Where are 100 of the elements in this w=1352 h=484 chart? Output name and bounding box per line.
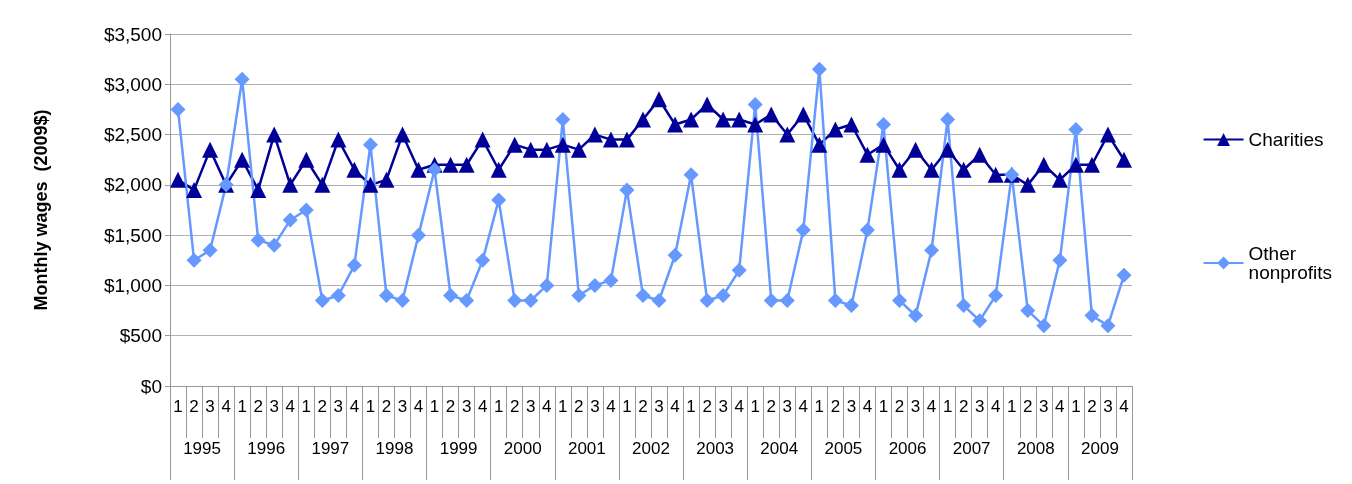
point	[634, 111, 651, 128]
point	[491, 192, 507, 208]
point	[442, 156, 459, 173]
y-tick-label: $3,500	[103, 23, 162, 45]
y-tick-label: $2,000	[103, 174, 162, 196]
point	[779, 126, 796, 143]
text: 2006	[888, 439, 927, 458]
point	[282, 212, 298, 228]
point	[651, 293, 667, 309]
point	[554, 136, 571, 153]
point	[474, 131, 491, 148]
x-tick-label: 2	[509, 397, 520, 416]
point	[490, 161, 507, 178]
x-tick-label: 4	[862, 397, 873, 416]
point	[843, 298, 859, 314]
x-tick-label: 4	[606, 397, 616, 416]
point	[731, 111, 748, 128]
point	[522, 141, 539, 158]
x-tick-label: 3	[205, 397, 215, 416]
point	[956, 298, 972, 314]
point	[170, 171, 187, 188]
x-tick-label: 4	[734, 397, 744, 416]
point	[811, 61, 827, 77]
point	[570, 141, 587, 158]
x-tick-label: 1	[365, 397, 376, 416]
x-tick-label: 4	[285, 397, 295, 416]
x-tick-label: 3	[333, 397, 344, 416]
point	[971, 146, 988, 163]
point	[699, 293, 715, 309]
point	[410, 161, 427, 178]
x-tick-label: 2	[1023, 397, 1033, 416]
x-tick-label: 2	[253, 397, 263, 416]
point	[186, 252, 202, 268]
point	[715, 287, 731, 303]
point	[1068, 122, 1084, 138]
point	[394, 126, 411, 143]
point	[346, 161, 363, 178]
y-tick-label: $0	[140, 375, 162, 397]
point	[1100, 318, 1116, 334]
x-tick-label: 2	[1087, 397, 1097, 416]
x-tick-label: 3	[718, 397, 728, 416]
x-tick-label: 4	[542, 397, 552, 416]
x-tick-label: 1	[942, 397, 953, 416]
point	[234, 151, 251, 168]
point	[394, 293, 410, 309]
point	[763, 293, 779, 309]
y-tick-label: $500	[119, 325, 162, 347]
point	[811, 136, 828, 153]
x-tick-label: 1	[686, 397, 696, 416]
point	[1067, 156, 1084, 173]
text: 1995	[183, 439, 221, 458]
point	[314, 176, 331, 193]
point	[170, 101, 186, 117]
point	[618, 131, 635, 148]
text: 2001	[567, 439, 606, 458]
text: 1996	[247, 439, 286, 458]
point	[266, 237, 282, 253]
point	[411, 227, 427, 243]
x-tick-label: 4	[926, 397, 937, 416]
point	[859, 146, 876, 163]
point	[330, 287, 346, 303]
point	[1036, 318, 1052, 334]
point	[459, 293, 475, 309]
x-tick-label: 1	[301, 397, 312, 416]
point	[475, 252, 491, 268]
point	[250, 232, 266, 248]
point	[747, 116, 764, 133]
point	[603, 272, 619, 288]
point	[586, 126, 603, 143]
point	[908, 308, 924, 324]
point	[1115, 151, 1132, 168]
point	[458, 156, 475, 173]
point	[587, 277, 603, 293]
x-tick-label: 3	[654, 397, 664, 416]
point	[506, 136, 523, 153]
point	[571, 287, 587, 303]
x-tick-label: 2	[894, 397, 905, 416]
point	[795, 222, 811, 238]
legend-label: Other nonprofits	[1248, 243, 1333, 283]
point	[619, 182, 635, 198]
x-tick-label: 4	[413, 397, 424, 416]
point	[538, 141, 555, 158]
x-tick-label: 1	[622, 397, 632, 416]
point	[924, 242, 940, 258]
x-tick-label: 2	[958, 397, 969, 416]
point	[234, 71, 250, 87]
x-tick-label: 3	[974, 397, 985, 416]
x-tick-label: 2	[830, 397, 841, 416]
point	[875, 117, 891, 133]
point	[298, 202, 314, 218]
x-tick-label: 3	[397, 397, 408, 416]
text: 2007	[952, 439, 991, 458]
point	[827, 293, 843, 309]
x-tick-label: 1	[814, 397, 825, 416]
point	[923, 161, 940, 178]
x-tick-label: 1	[429, 397, 440, 416]
x-tick-label: 4	[1119, 397, 1129, 416]
x-tick-label: 1	[878, 397, 889, 416]
x-tick-label: 3	[1103, 397, 1113, 416]
text: 1997	[311, 439, 350, 458]
